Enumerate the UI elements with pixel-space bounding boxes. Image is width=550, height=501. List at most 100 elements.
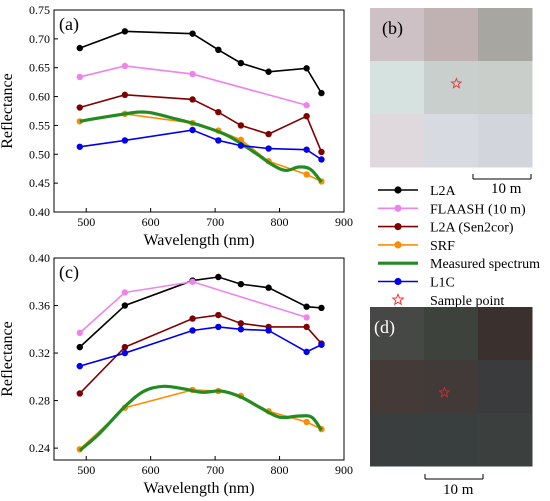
pixel-cell — [370, 114, 425, 168]
y-tick-label: 0.28 — [29, 394, 50, 408]
data-point — [303, 65, 310, 72]
pixel-cell — [370, 8, 425, 62]
series-flaash-10-m — [76, 62, 310, 109]
data-point — [237, 326, 245, 333]
data-point — [76, 343, 83, 351]
data-point — [303, 112, 310, 120]
image-panel-d — [370, 307, 533, 467]
y-tick-label: 0.75 — [29, 3, 50, 17]
x-tick-label: 800 — [271, 463, 289, 477]
pixel-cell — [478, 114, 533, 168]
series-line — [79, 389, 322, 450]
series-measured-spectrum — [78, 384, 323, 452]
plot-frame — [53, 257, 345, 461]
legend-label: FLAASH (10 m) — [430, 202, 526, 217]
data-point — [237, 122, 245, 129]
data-point — [303, 171, 310, 178]
legend-marker — [394, 277, 402, 286]
data-point — [215, 311, 222, 319]
data-point — [189, 327, 196, 334]
x-tick-label: 700 — [206, 463, 224, 477]
pixel-cell — [370, 360, 425, 414]
pixel-cell — [424, 8, 479, 62]
series-line — [79, 314, 323, 395]
data-point — [121, 62, 129, 70]
series-srf — [76, 110, 325, 185]
y-tick-label: 0.32 — [29, 346, 50, 360]
x-axis-label: Wavelength (nm) — [143, 480, 254, 497]
y-tick-label: 0.40 — [29, 251, 50, 265]
series-line — [79, 129, 322, 161]
pixel-cell — [478, 61, 533, 115]
series-measured-spectrum — [79, 110, 323, 184]
legend-marker — [394, 186, 402, 194]
data-point — [318, 89, 325, 97]
legend-entry-measured-spectrum: Measured spectrum — [378, 257, 540, 272]
data-point — [318, 148, 325, 156]
data-point — [76, 362, 83, 370]
series-line — [79, 326, 322, 367]
legend-marker — [394, 204, 402, 212]
data-point — [215, 273, 222, 281]
data-point — [265, 327, 272, 334]
data-point — [121, 28, 129, 35]
pixel-cell — [478, 8, 533, 62]
data-point — [265, 130, 272, 138]
data-point — [189, 70, 196, 78]
y-axis-label: Reflectance — [0, 73, 16, 149]
data-point — [303, 314, 310, 321]
data-point — [76, 104, 83, 111]
data-point — [215, 46, 222, 54]
series-line — [79, 280, 307, 334]
scale-bar-d — [424, 474, 484, 480]
data-point — [265, 284, 272, 291]
legend-entry-srf: SRF — [378, 239, 455, 254]
x-tick-label: 600 — [142, 215, 160, 229]
data-point — [189, 96, 196, 103]
data-point — [189, 126, 196, 134]
legend-label: L2A (Sen2cor) — [430, 221, 514, 236]
data-point — [265, 68, 272, 75]
data-point — [215, 323, 222, 331]
legend-entry-l1c: L1C — [378, 276, 455, 291]
y-tick-label: 0.60 — [29, 90, 50, 104]
data-point — [121, 343, 129, 351]
legend-label: L1C — [430, 276, 455, 291]
series-line — [79, 94, 323, 153]
legend-marker — [391, 292, 405, 306]
data-point — [318, 156, 325, 163]
data-point — [189, 278, 196, 285]
data-point — [303, 303, 310, 310]
y-tick-label: 0.40 — [29, 205, 50, 219]
y-tick-label: 0.24 — [29, 441, 50, 455]
data-point — [215, 108, 222, 116]
data-point — [121, 302, 129, 309]
data-point — [189, 315, 196, 322]
legend-entry-l2a: L2A — [378, 184, 457, 199]
scale-bar-b-label: 10 m — [491, 181, 522, 197]
series-line — [79, 110, 323, 184]
data-point — [121, 91, 129, 99]
x-axis-label: Wavelength (nm) — [143, 232, 254, 249]
data-point — [76, 329, 83, 337]
data-point — [318, 341, 325, 348]
data-point — [76, 390, 83, 397]
y-tick-label: 0.70 — [29, 32, 50, 46]
data-point — [121, 137, 129, 144]
panel-label-d: (d) — [374, 317, 395, 338]
data-point — [237, 320, 245, 327]
pixel-cell — [370, 307, 425, 361]
y-tick-label: 0.50 — [29, 147, 50, 161]
data-point — [237, 142, 245, 149]
legend-entry-flaash-10-m: FLAASH (10 m) — [378, 202, 526, 217]
legend-entry-l2a-sen2cor: L2A (Sen2cor) — [378, 221, 514, 236]
data-point — [237, 280, 245, 288]
y-tick-label: 0.65 — [29, 61, 50, 75]
series-l1c — [76, 126, 325, 163]
legend-marker — [394, 223, 402, 231]
y-tick-label: 0.55 — [29, 118, 50, 132]
pixel-cell — [424, 61, 479, 115]
pixel-cell — [424, 307, 479, 361]
panel-label: (c) — [59, 262, 79, 283]
sample-point-marker — [438, 386, 451, 398]
